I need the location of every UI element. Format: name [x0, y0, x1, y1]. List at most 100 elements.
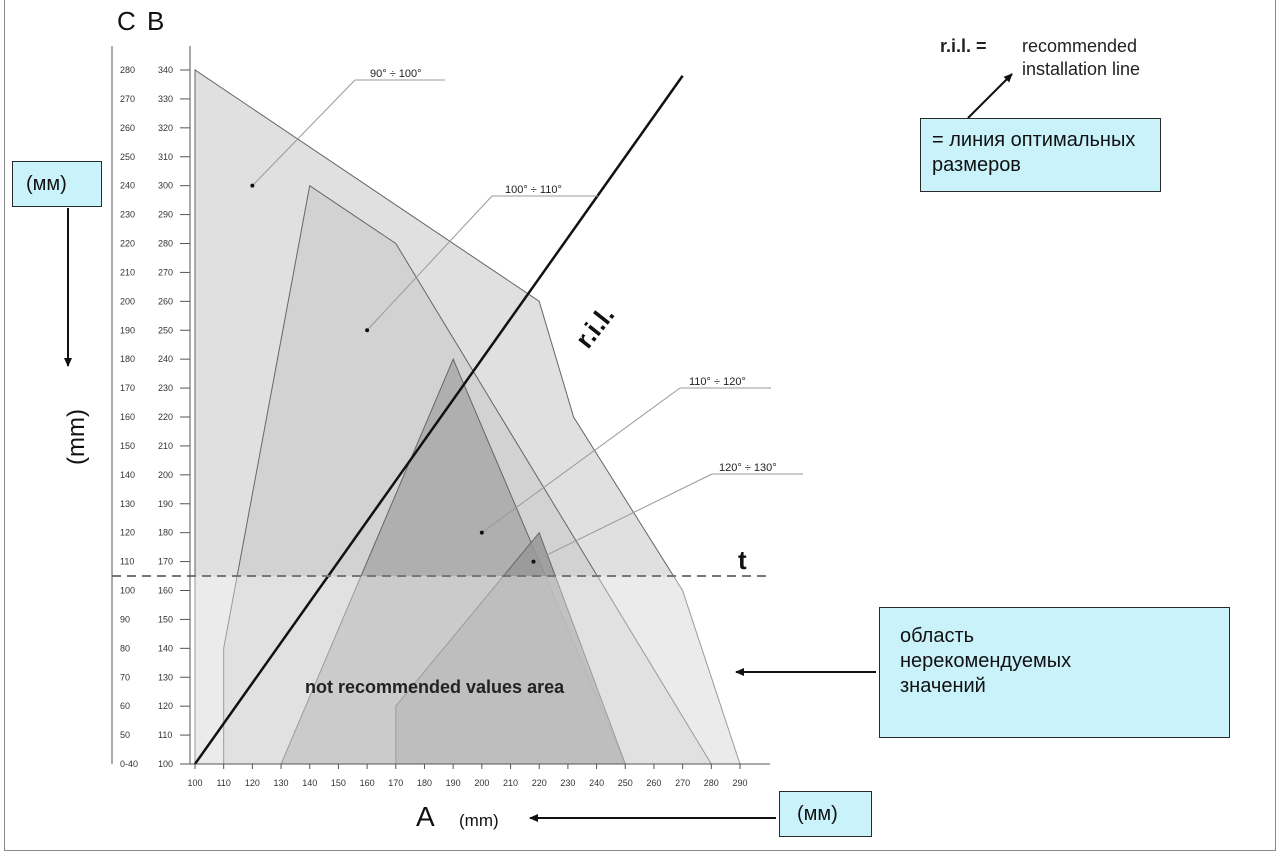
b-axis-tick-label: 170: [158, 557, 173, 567]
a-axis-tick-label: 160: [360, 778, 375, 788]
c-axis-tick-label: 170: [120, 383, 135, 393]
a-axis-tick-label: 280: [704, 778, 719, 788]
b-axis-tick-label: 110: [158, 730, 172, 740]
b-axis-tick-label: 320: [158, 123, 173, 133]
c-axis-tick-label: 150: [120, 441, 135, 451]
a-axis-tick-label: 230: [560, 778, 575, 788]
arrow-legend-to-note: [967, 73, 1013, 119]
legend-text-line2: installation line: [1022, 59, 1140, 79]
a-axis-tick-label: 200: [474, 778, 489, 788]
region-leader-3: [481, 387, 681, 534]
a-axis-tick-label: 250: [618, 778, 633, 788]
unit-note-bottom-text: (мм): [797, 803, 838, 825]
a-axis-tick-label: 190: [446, 778, 461, 788]
c-axis-tick-label: 140: [120, 470, 135, 480]
region-leader-1: [252, 79, 356, 187]
area-translation-note: область нерекомендуемых значений: [879, 607, 1230, 738]
c-axis-tick-label: 60: [120, 701, 130, 711]
legend-text-line1: recommended: [1022, 36, 1137, 56]
region-marker-2: [365, 328, 370, 333]
t-line-label: t: [738, 545, 747, 575]
b-axis-tick-label: 120: [158, 701, 173, 711]
area-translation-line1: область: [900, 625, 975, 647]
ril-line: [193, 75, 684, 765]
region-leader-2: [366, 195, 493, 331]
c-axis-tick-label: 200: [120, 296, 135, 306]
a-axis-unit: (mm): [459, 811, 499, 830]
b-axis-tick-label: 240: [158, 354, 173, 364]
a-axis-tick-label: 100: [187, 778, 202, 788]
region-leader-4: [533, 473, 713, 563]
b-axis-tick-label: 290: [158, 210, 173, 220]
c-axis-tick-label: 190: [120, 325, 135, 335]
a-axis-tick-label: 150: [331, 778, 346, 788]
b-axis-tick-label: 340: [158, 65, 173, 75]
ril-translation-line1: = линия оптимальных: [932, 129, 1136, 151]
reference-lines-layer: [64, 73, 1013, 822]
b-axis-tick-label: 230: [158, 383, 173, 393]
c-axis-tick-label: 50: [120, 730, 130, 740]
c-axis-tick-label: 90: [120, 614, 130, 624]
b-axis-tick-label: 140: [158, 643, 173, 653]
b-axis-tick-label: 310: [158, 152, 173, 162]
unit-note-left: (мм): [12, 161, 102, 207]
b-axis-tick-label: 200: [158, 470, 173, 480]
c-axis-tick-label: 110: [120, 557, 134, 567]
b-axis-tick-label: 260: [158, 296, 173, 306]
region-marker-3: [479, 530, 484, 535]
region-marker-1: [250, 183, 255, 188]
a-axis-letter: A: [416, 801, 435, 832]
b-axis-tick-label: 300: [158, 181, 173, 191]
c-axis-tick-label: 120: [120, 528, 135, 538]
unit-note-left-text: (мм): [26, 173, 67, 195]
unit-note-bottom: (мм): [779, 791, 872, 837]
c-axis-tick-label: 70: [120, 672, 130, 682]
area-translation-line3: значений: [900, 675, 986, 697]
a-axis-tick-label: 180: [417, 778, 432, 788]
a-axis-tick-label: 130: [274, 778, 289, 788]
region-label-4: 120° ÷ 130°: [719, 462, 777, 474]
not-recommended-label: not recommended values area: [305, 677, 565, 697]
a-axis-tick-label: 240: [589, 778, 604, 788]
c-axis-tick-label: 280: [120, 65, 135, 75]
region-label-2: 100° ÷ 110°: [505, 184, 562, 196]
c-axis-tick-label: 260: [120, 123, 135, 133]
legend-abbr: r.i.l. =: [940, 36, 987, 56]
b-axis-tick-label: 130: [158, 672, 173, 682]
c-axis-tick-label: 160: [120, 412, 135, 422]
a-axis-tick-label: 140: [302, 778, 317, 788]
c-axis-tick-label: 130: [120, 499, 135, 509]
c-axis-tick-label: 270: [120, 94, 135, 104]
axes-layer: [111, 46, 770, 769]
ril-translation-note: = линия оптимальных размеров: [920, 118, 1161, 192]
c-axis-tick-label: 0-40: [120, 759, 138, 769]
c-axis-tick-label: 180: [120, 354, 135, 364]
c-axis-tick-label: 80: [120, 643, 130, 653]
a-axis-tick-label: 270: [675, 778, 690, 788]
a-axis-tick-label: 170: [388, 778, 403, 788]
a-axis-tick-label: 260: [646, 778, 661, 788]
c-axis-tick-label: 240: [120, 181, 135, 191]
page-frame: [4, 0, 1276, 851]
b-axis-tick-label: 270: [158, 267, 173, 277]
a-axis-tick-label: 220: [532, 778, 547, 788]
c-axis-tick-label: 100: [120, 586, 135, 596]
region-label-1: 90° ÷ 100°: [370, 68, 422, 80]
b-axis-tick-label: 190: [158, 499, 173, 509]
b-axis-tick-label: 210: [158, 441, 173, 451]
region-label-3: 110° ÷ 120°: [689, 376, 746, 388]
b-axis-letter: B: [147, 6, 164, 36]
c-axis-tick-label: 250: [120, 152, 135, 162]
b-axis-tick-label: 180: [158, 528, 173, 538]
c-axis-tick-label: 220: [120, 239, 135, 249]
b-axis-tick-label: 330: [158, 94, 173, 104]
c-axis-tick-label: 210: [120, 267, 135, 277]
c-axis-letter: C: [117, 6, 136, 36]
ril-line-label: r.i.l.: [569, 300, 620, 354]
region-marker-4: [531, 559, 536, 564]
y-axis-unit: (mm): [63, 409, 90, 465]
area-translation-line2: нерекомендуемых: [900, 650, 1072, 672]
not-recommended-band: [113, 576, 772, 764]
ril-translation-line2: размеров: [932, 154, 1021, 176]
